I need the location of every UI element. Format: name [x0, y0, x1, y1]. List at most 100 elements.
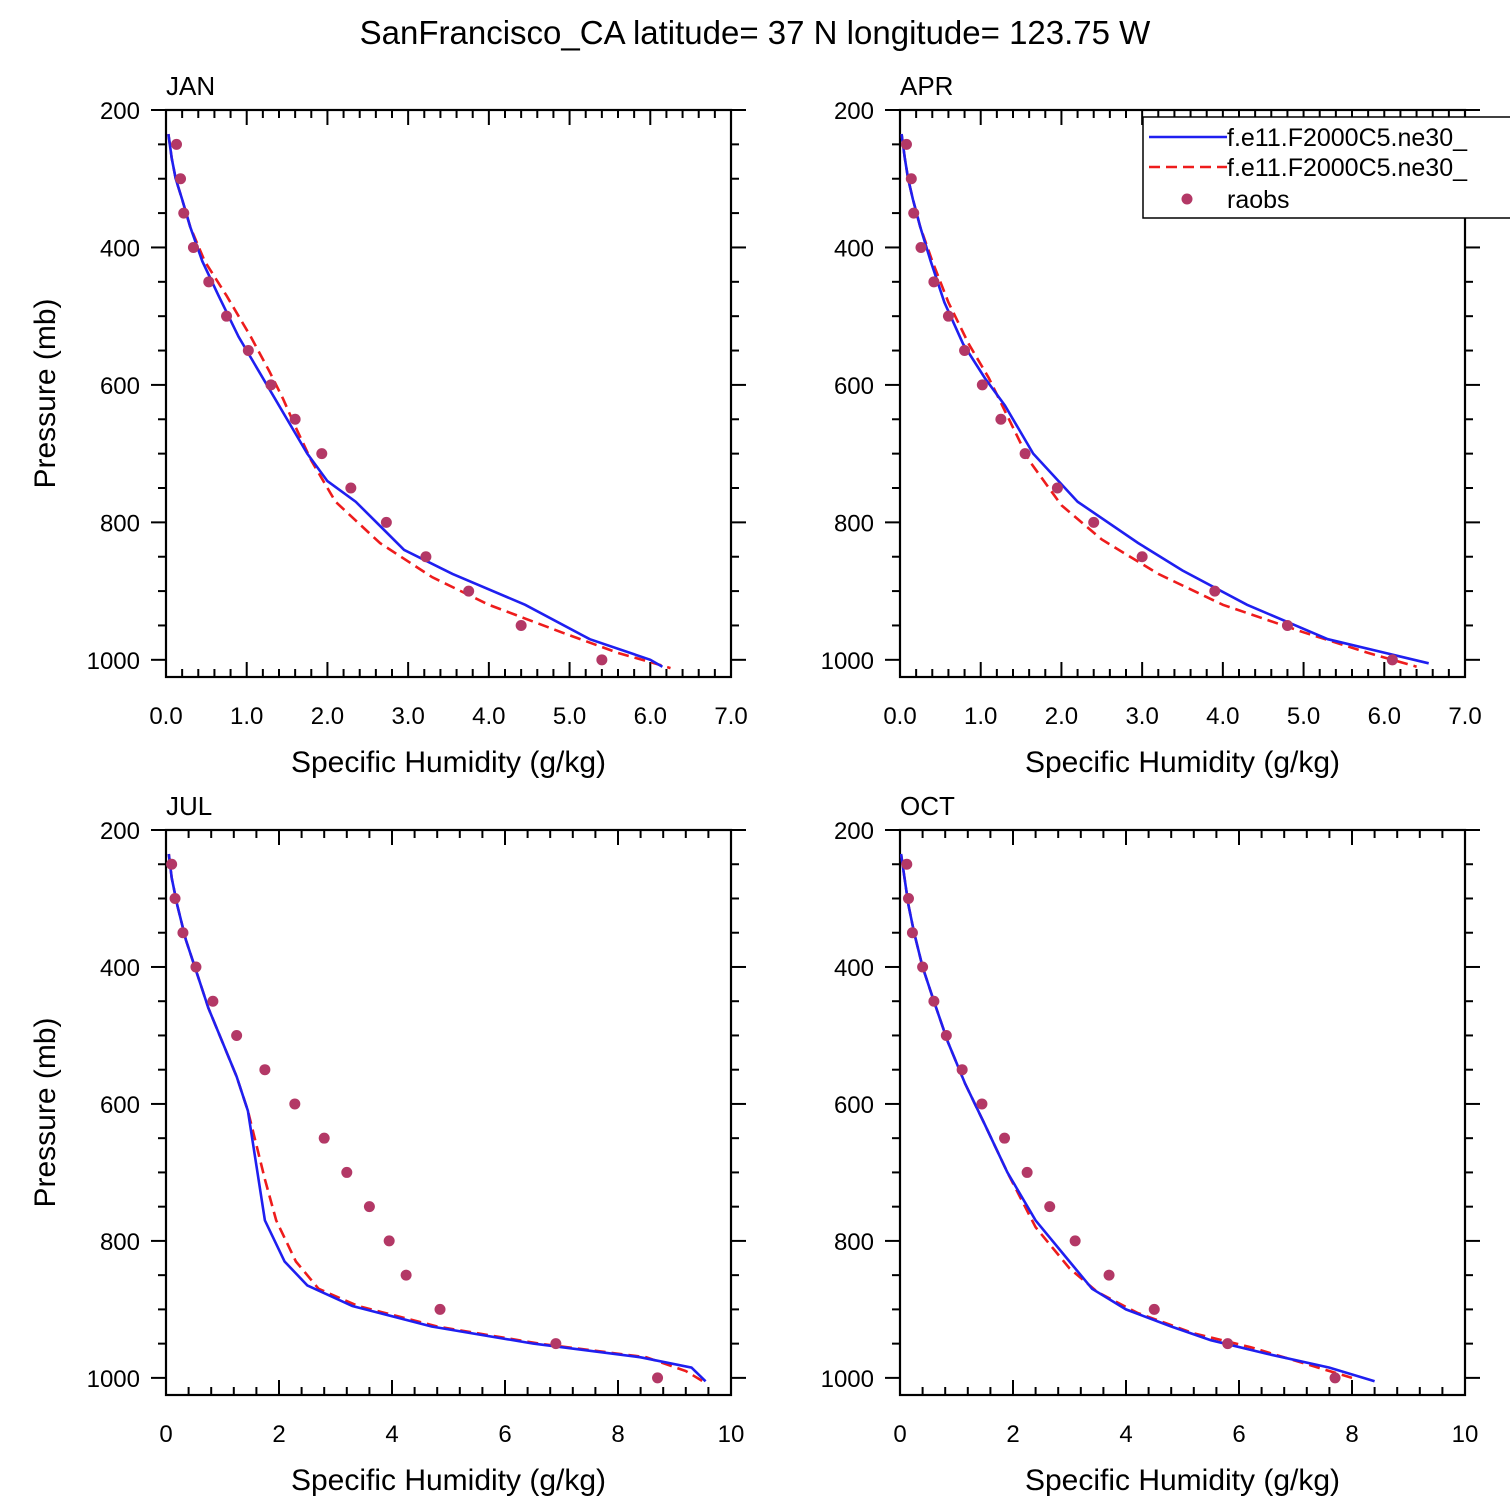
model1-line [900, 133, 1430, 665]
raobs-point [231, 1029, 243, 1041]
raobs-point [207, 995, 219, 1007]
model2-line [900, 133, 1417, 668]
raobs-point [1386, 654, 1398, 666]
raobs-point [175, 173, 187, 185]
raobs-point [1021, 1166, 1033, 1178]
y-tick-label: 200 [834, 98, 874, 125]
y-tick-label: 400 [834, 235, 874, 262]
x-axis-label: Specific Humidity (g/kg) [1025, 1464, 1340, 1497]
plot-frame [898, 108, 1467, 679]
x-tick-label: 5.0 [1287, 703, 1320, 730]
x-tick-label: 6.0 [1368, 703, 1401, 730]
y-tick-label: 600 [100, 1092, 140, 1119]
x-tick-label: 7.0 [714, 703, 747, 730]
raobs-point [942, 310, 954, 322]
model1-line [167, 133, 664, 668]
figure-title: SanFrancisco_CA latitude= 37 N longitude… [360, 14, 1152, 51]
x-tick-label: 7.0 [1448, 703, 1481, 730]
x-tick-label: 2.0 [311, 703, 344, 730]
panel-jul: 0 2 4 6 8 10 200 400 600 800 1000 JUL Specific Humid… [29, 791, 746, 1497]
raobs-point [995, 413, 1007, 425]
plot-frame [164, 108, 733, 679]
raobs-point [515, 619, 527, 631]
x-tick-label: 3.0 [1125, 703, 1158, 730]
y-tick-label: 1000 [87, 648, 140, 675]
x-tick-label: 4 [1119, 1421, 1132, 1448]
raobs-point [434, 1303, 446, 1315]
y-tick-label: 600 [834, 373, 874, 400]
raobs-point [652, 1372, 664, 1384]
x-tick-label: 0.0 [149, 703, 182, 730]
raobs-point [203, 276, 215, 288]
y-tick-label: 800 [100, 510, 140, 537]
y-tick-label: 200 [100, 818, 140, 845]
x-tick-label: 5.0 [553, 703, 586, 730]
raobs-point [177, 927, 189, 939]
x-tick-label: 6.0 [634, 703, 667, 730]
x-tick-label: 2 [272, 1421, 285, 1448]
raobs-point [906, 927, 918, 939]
raobs-point [999, 1132, 1011, 1144]
raobs-point [900, 138, 912, 150]
y-tick-label: 800 [834, 510, 874, 537]
panel-oct: 0 2 4 6 8 10 200 400 600 800 1000 OCT Specific Humid… [821, 791, 1480, 1497]
y-tick-label: 200 [834, 818, 874, 845]
data-layer [900, 133, 1430, 668]
raobs-point [902, 892, 914, 904]
raobs-point [1019, 448, 1031, 460]
raobs-point [1148, 1303, 1160, 1315]
raobs-point [596, 654, 608, 666]
x-tick-label: 1.0 [230, 703, 263, 730]
panels-group: 0.0 1.0 2.0 3.0 4.0 5.0 6.0 7.0 200 400 600 800 1000… [29, 71, 1510, 1497]
raobs-point [420, 551, 432, 563]
plot-frame [898, 828, 1467, 1397]
raobs-point [265, 379, 277, 391]
y-tick-label: 1000 [821, 1366, 874, 1393]
panel-jan: 0.0 1.0 2.0 3.0 4.0 5.0 6.0 7.0 200 400 600 800 1000… [29, 71, 748, 779]
raobs-point [1209, 585, 1221, 597]
raobs-point [463, 585, 475, 597]
raobs-point [1088, 516, 1100, 528]
legend-label: raobs [1227, 186, 1290, 214]
raobs-point [190, 961, 202, 973]
panel-title: OCT [900, 791, 955, 821]
data-layer [900, 853, 1375, 1384]
raobs-point [550, 1338, 562, 1350]
raobs-point [259, 1064, 271, 1076]
legend-label: f.e11.F2000C5.ne30_ [1227, 124, 1468, 152]
raobs-point [940, 1029, 952, 1041]
raobs-point [1103, 1269, 1115, 1281]
x-tick-label: 10 [718, 1421, 745, 1448]
raobs-point [959, 345, 971, 357]
raobs-point [1329, 1372, 1341, 1384]
y-axis-label: Pressure (mb) [29, 298, 62, 488]
raobs-point [380, 516, 392, 528]
y-tick-label: 400 [834, 955, 874, 982]
y-tick-label: 600 [834, 1092, 874, 1119]
raobs-point [178, 207, 190, 219]
raobs-point [915, 241, 927, 253]
raobs-point [1281, 619, 1293, 631]
raobs-point [318, 1132, 330, 1144]
y-tick-label: 400 [100, 955, 140, 982]
raobs-point [1051, 482, 1063, 494]
legend-swatch-marker [1181, 193, 1193, 205]
raobs-point [316, 448, 328, 460]
raobs-point [905, 173, 917, 185]
model1-line [900, 853, 1375, 1383]
x-tick-label: 8 [611, 1421, 624, 1448]
x-tick-label: 4.0 [472, 703, 505, 730]
data-layer [167, 133, 671, 670]
raobs-point [383, 1235, 395, 1247]
raobs-point [956, 1064, 968, 1076]
raobs-point [928, 276, 940, 288]
legend: f.e11.F2000C5.ne30_f.e11.F2000C5.ne30_ra… [1142, 116, 1510, 219]
legend-label: f.e11.F2000C5.ne30_ [1227, 154, 1468, 182]
x-tick-label: 1.0 [964, 703, 997, 730]
x-tick-label: 2 [1006, 1421, 1019, 1448]
model2-line [900, 853, 1353, 1380]
y-axis-label: Pressure (mb) [29, 1017, 62, 1207]
raobs-point [221, 310, 233, 322]
raobs-point [901, 858, 913, 870]
raobs-point [400, 1269, 412, 1281]
